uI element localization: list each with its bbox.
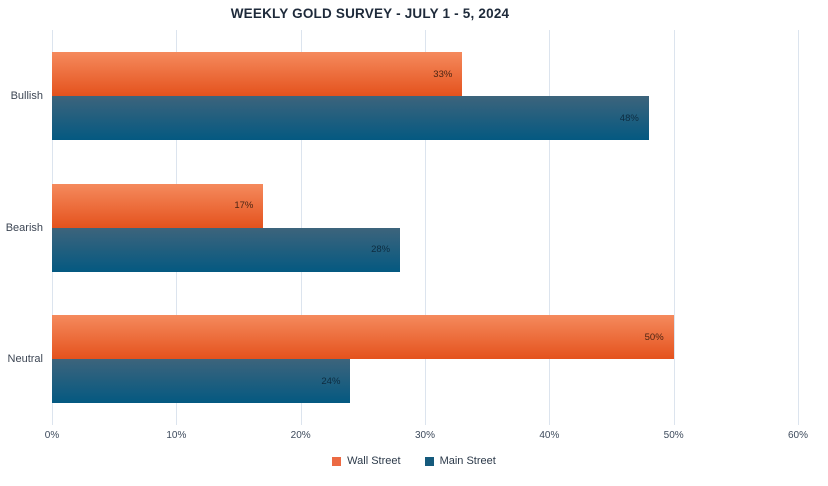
legend-label: Wall Street	[347, 455, 401, 467]
legend-item-wall-street: Wall Street	[332, 455, 401, 467]
category-label: Bearish	[5, 221, 43, 234]
category-label: Neutral	[7, 353, 43, 365]
x-tick-label: 60%	[787, 430, 809, 441]
x-tick-label: 10%	[166, 430, 187, 441]
gridline	[798, 30, 799, 425]
x-tick-label: 30%	[414, 430, 436, 441]
x-tick-label: 20%	[290, 430, 311, 441]
gridline	[673, 30, 675, 425]
legend-swatch-icon	[424, 456, 434, 466]
bar-value-label: 28%	[371, 244, 391, 255]
bar-groups: Bullish 33% 48% Bearish 17% 28% Neutral 50% 24%	[6, 30, 798, 425]
bar-value-label: 17%	[234, 200, 254, 211]
plot-area: Bullish 33% 48% Bearish 17% 28% Neutral 50% 24%	[6, 30, 799, 425]
legend-label: Main Street	[439, 455, 496, 467]
bar-value-label: 50%	[644, 331, 664, 343]
gridline	[425, 30, 426, 425]
bar-group-bearish: Bearish 17% 28%	[6, 183, 798, 272]
bar-bearish-main-street: 28%	[52, 227, 401, 272]
bar-group-neutral: Neutral 50% 24%	[8, 315, 798, 403]
x-tick-label: 0%	[44, 430, 60, 441]
bar-bearish-wall-street: 17%	[52, 183, 264, 228]
legend: Wall Street Main Street	[0, 455, 828, 467]
bar-neutral-main-street: 24%	[52, 359, 351, 403]
x-axis: 0% 10% 20% 30% 40% 50% 60%	[45, 430, 808, 446]
chart-title: WEEKLY GOLD SURVEY - JULY 1 - 5, 2024	[230, 6, 510, 21]
legend-swatch-icon	[332, 456, 342, 466]
bar-neutral-wall-street: 50%	[52, 315, 674, 359]
bar-value-label: 33%	[433, 68, 453, 80]
category-label: Bullish	[10, 90, 43, 102]
bar-value-label: 48%	[619, 112, 639, 124]
bar-bullish-main-street: 48%	[52, 96, 649, 140]
x-tick-label: 40%	[539, 430, 560, 441]
gridline	[549, 30, 551, 425]
x-tick-label: 50%	[663, 430, 684, 441]
bar-bullish-wall-street: 33%	[52, 52, 463, 96]
legend-item-main-street: Main Street	[424, 455, 496, 467]
bar-value-label: 24%	[321, 375, 341, 387]
bar-group-bullish: Bullish 33% 48%	[11, 52, 798, 140]
